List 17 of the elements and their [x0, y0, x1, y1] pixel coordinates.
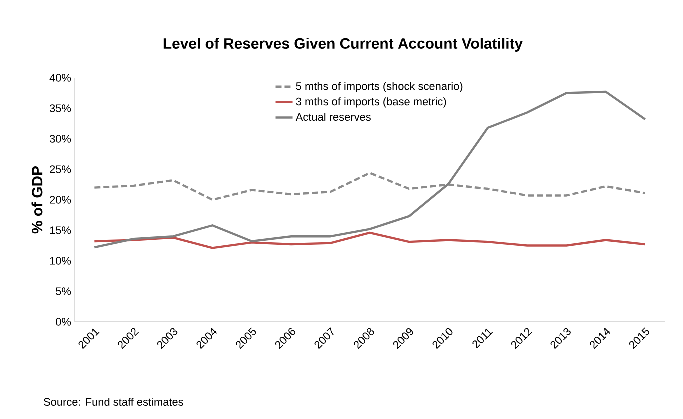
legend-label: 3 mths of imports (base metric) — [296, 98, 446, 108]
line-series — [94, 232, 646, 250]
y-tick-label: 40% — [50, 74, 72, 82]
y-tick-label: 30% — [50, 135, 72, 143]
source-note: Source: Fund staff estimates — [44, 398, 184, 406]
legend-label: Actual reserves — [296, 113, 371, 122]
y-tick-label: 35% — [50, 104, 72, 112]
y-tick-label: 25% — [50, 166, 72, 174]
chart-title: Level of Reserves Given Current Account Volatility — [164, 38, 523, 52]
line-series — [94, 90, 646, 249]
y-tick-label: 10% — [50, 257, 72, 265]
y-tick-label: 5% — [56, 288, 72, 296]
legend-label: 5 mths of imports (shock scenario) — [296, 82, 463, 92]
y-tick-label: 15% — [50, 226, 72, 234]
y-tick-label: 0% — [56, 318, 72, 326]
y-tick-label: 20% — [50, 196, 72, 204]
y-axis-title: % of GDP — [32, 166, 43, 234]
